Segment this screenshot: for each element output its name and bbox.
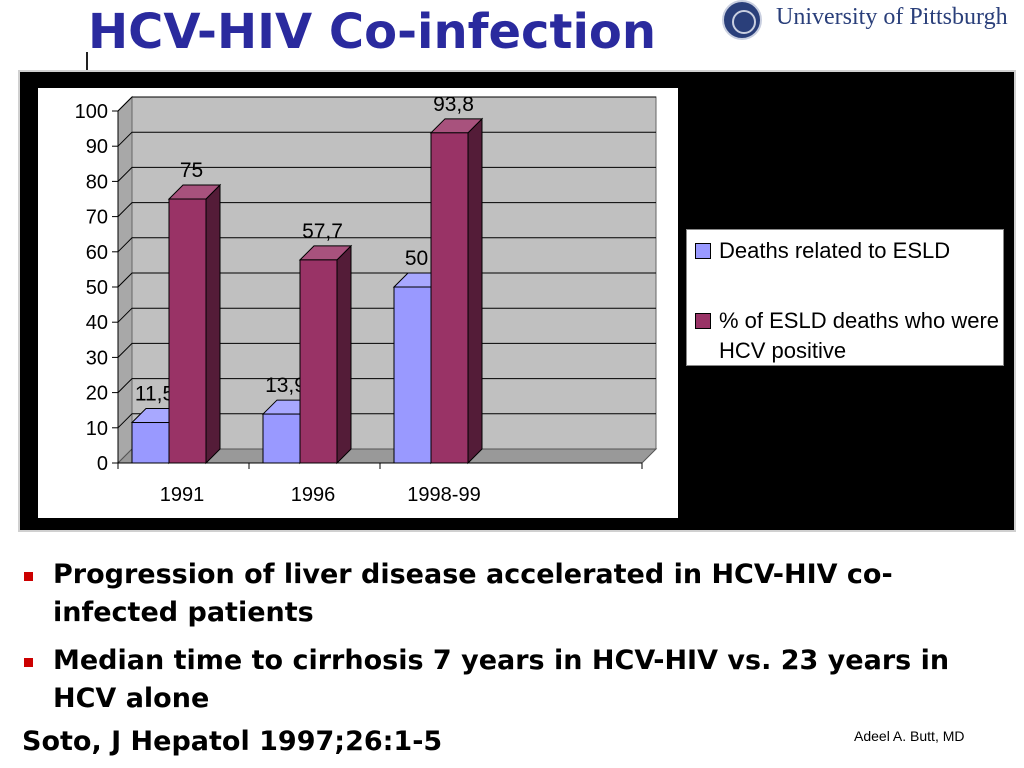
bullet-text: Progression of liver disease accelerated… — [53, 559, 893, 628]
legend-label-hcv: % of ESLD deaths who were HCV positive — [719, 308, 1000, 363]
bullet-item: Median time to cirrhosis 7 years in HCV-… — [22, 642, 1012, 718]
legend-item-hcv: % of ESLD deaths who were HCV positive — [695, 306, 1004, 366]
bar-side — [336, 244, 352, 465]
y-tick-label: 100 — [75, 101, 108, 123]
legend-swatch-hcv — [695, 313, 711, 329]
y-tick-label: 60 — [86, 242, 108, 264]
y-tick-label: 70 — [86, 207, 108, 229]
y-tick-label: 10 — [86, 418, 108, 440]
y-tick-label: 80 — [86, 171, 108, 193]
legend-swatch-deaths — [695, 243, 711, 259]
university-logo: University of Pittsburgh — [722, 0, 1022, 40]
bullet-list: Progression of liver disease accelerated… — [22, 556, 1012, 728]
y-tick-label: 20 — [86, 383, 108, 405]
bullet-text: Median time to cirrhosis 7 years in HCV-… — [53, 645, 950, 714]
x-tick-label: 1998-99 — [407, 484, 480, 506]
bar — [262, 413, 301, 464]
slide-title: HCV-HIV Co-infection — [88, 4, 657, 60]
data-label: 50 — [405, 247, 428, 270]
legend-item-deaths: Deaths related to ESLD — [695, 236, 1004, 266]
bar-chart: 0 10 20 30 40 50 60 70 80 90 100 11,5 75 1991 13,9 57,7… — [75, 93, 658, 506]
y-tick-label: 90 — [86, 136, 108, 158]
y-tick-label: 0 — [97, 453, 108, 475]
y-tick-label: 30 — [86, 347, 108, 369]
x-tick-label: 1996 — [291, 484, 336, 506]
title-divider — [86, 52, 88, 70]
bar — [299, 259, 338, 464]
bar — [131, 422, 170, 464]
data-label: 13,9 — [265, 374, 306, 397]
bullet-square-icon — [24, 572, 33, 581]
bar-side — [467, 117, 483, 465]
data-label: 93,8 — [433, 93, 474, 116]
data-label: 57,7 — [302, 220, 343, 243]
bar — [168, 198, 207, 464]
y-tick-label: 40 — [86, 312, 108, 334]
citation: Soto, J Hepatol 1997;26:1-5 — [22, 726, 443, 757]
author-credit: Adeel A. Butt, MD — [854, 728, 965, 744]
university-seal-icon — [722, 0, 762, 40]
bar-side — [205, 183, 221, 465]
bar — [393, 286, 432, 464]
data-label: 11,5 — [135, 383, 174, 406]
bar — [430, 132, 469, 464]
data-label: 75 — [180, 159, 203, 182]
chart-legend: Deaths related to ESLD % of ESLD deaths … — [686, 229, 1004, 366]
bullet-item: Progression of liver disease accelerated… — [22, 556, 1012, 632]
gridline — [117, 96, 656, 112]
y-tick-label: 50 — [86, 277, 108, 299]
legend-label-deaths: Deaths related to ESLD — [719, 238, 951, 263]
bullet-square-icon — [24, 658, 33, 667]
x-tick-label: 1991 — [160, 484, 205, 506]
logo-text: University of Pittsburgh — [776, 4, 1008, 30]
